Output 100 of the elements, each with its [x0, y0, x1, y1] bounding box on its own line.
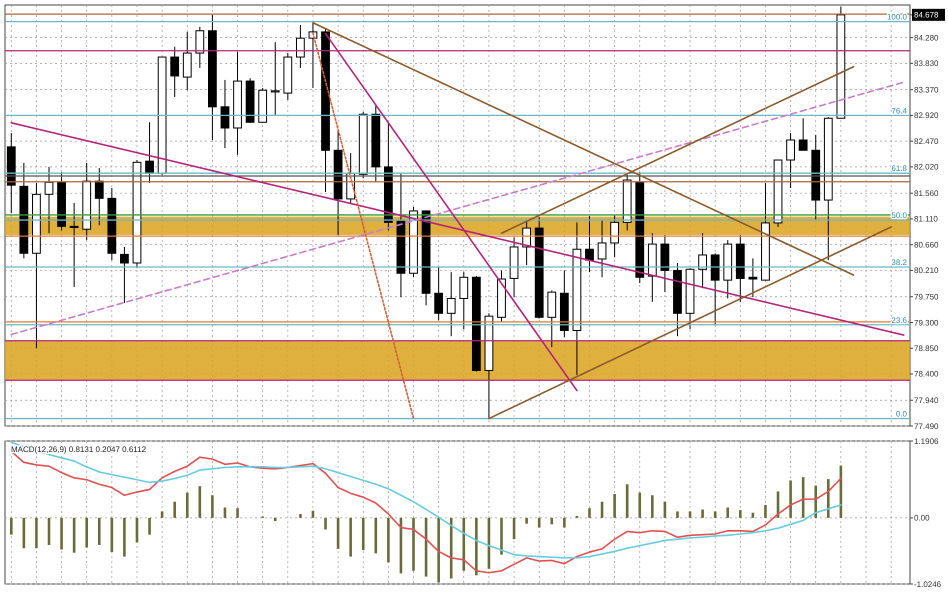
y-tick-label: 81.110: [914, 214, 938, 224]
candlestick: [120, 246, 129, 304]
bar: [613, 494, 616, 518]
candlestick: [610, 214, 620, 258]
annotation: 0.0: [896, 410, 908, 419]
bar: [424, 518, 428, 577]
bar: [374, 518, 378, 554]
annotation: 76.4: [891, 106, 908, 116]
bar: [840, 466, 842, 518]
bar: [500, 518, 503, 555]
candlestick: [446, 272, 456, 337]
y-tick-label: 81.560: [914, 188, 940, 198]
line-series: [10, 442, 842, 559]
candlestick: [70, 202, 79, 288]
y-tick-label: 78.850: [914, 344, 940, 354]
bar: [488, 518, 490, 569]
annotation: 61.8: [891, 164, 908, 174]
candlestick: [698, 232, 707, 289]
bar: [173, 502, 176, 518]
candlestick: [44, 166, 54, 234]
bar: [600, 502, 604, 518]
bar: [588, 508, 591, 518]
candlestick: [434, 266, 444, 321]
bar: [450, 518, 453, 579]
bar: [22, 518, 26, 548]
y-tick-label: 80.660: [914, 240, 940, 250]
bar: [160, 511, 164, 518]
bar: [98, 518, 101, 545]
bar: [324, 518, 327, 530]
bar: [512, 518, 516, 540]
candlestick: [145, 122, 154, 184]
y-tick-label: 0.00: [914, 514, 930, 523]
bar: [72, 518, 76, 553]
bar: [136, 518, 138, 542]
bar: [701, 509, 704, 518]
bar: [123, 518, 126, 557]
candlestick: [798, 118, 808, 151]
bar: [550, 518, 554, 524]
bar: [299, 514, 302, 518]
bar: [563, 518, 566, 528]
bar: [651, 495, 654, 518]
y-tick-label: 80.210: [914, 266, 940, 276]
bar: [664, 502, 666, 518]
y-tick-label: 83.830: [914, 59, 940, 68]
bar: [752, 512, 754, 518]
bar: [10, 518, 13, 535]
bar: [110, 518, 114, 552]
candlestick: [459, 272, 468, 330]
bar: [336, 518, 340, 549]
bar: [538, 518, 540, 528]
bar: [211, 495, 214, 518]
candlestick: [585, 216, 594, 273]
y-tick-label: -1.0246: [914, 580, 942, 589]
y-tick-label: 79.300: [914, 318, 940, 328]
y-tick-label: 82.920: [914, 111, 940, 120]
candlestick: [195, 26, 204, 68]
candlestick: [220, 79, 230, 149]
bar: [626, 484, 628, 518]
bar: [714, 511, 716, 518]
bar: [638, 492, 642, 518]
bar: [35, 518, 38, 548]
bar: [362, 518, 365, 550]
y-tick-label: 77.940: [914, 396, 940, 406]
y-tick-label: 84.280: [914, 33, 940, 42]
y-tick-label: 78.400: [914, 370, 940, 379]
y-tick-label: 1.1906: [914, 436, 940, 446]
bar: [387, 518, 390, 562]
bar: [85, 518, 88, 548]
bar: [688, 511, 692, 518]
bar: [312, 510, 314, 518]
annotation: 38.2: [891, 258, 908, 267]
bar: [802, 477, 804, 518]
bar: [525, 518, 528, 524]
bar: [739, 510, 742, 518]
candlestick: [270, 42, 280, 116]
bar: [349, 518, 352, 557]
bar: [148, 518, 151, 535]
y-tick-label: 84.678: [914, 10, 940, 20]
bar: [60, 518, 63, 550]
bar: [400, 518, 402, 574]
candlestick: [748, 258, 758, 298]
annotation: 100.0: [886, 12, 908, 22]
candlestick: [296, 24, 305, 68]
bar: [475, 518, 478, 576]
candlestick: [94, 168, 104, 226]
candlestick: [786, 132, 795, 189]
y-tick-label: 82.470: [914, 136, 940, 146]
bar: [437, 518, 440, 582]
y-tick-label: 79.750: [914, 292, 940, 302]
y-tick-label: 77.490: [914, 422, 940, 431]
bar: [726, 508, 730, 518]
bar: [224, 508, 226, 518]
bar: [764, 504, 767, 518]
candlestick: [170, 46, 180, 98]
bar: [198, 486, 202, 518]
y-tick-label: 83.370: [914, 85, 940, 94]
bar: [412, 518, 415, 571]
y-tick-label: 82.020: [914, 162, 940, 172]
bar: [48, 518, 50, 545]
bar: [236, 508, 239, 518]
